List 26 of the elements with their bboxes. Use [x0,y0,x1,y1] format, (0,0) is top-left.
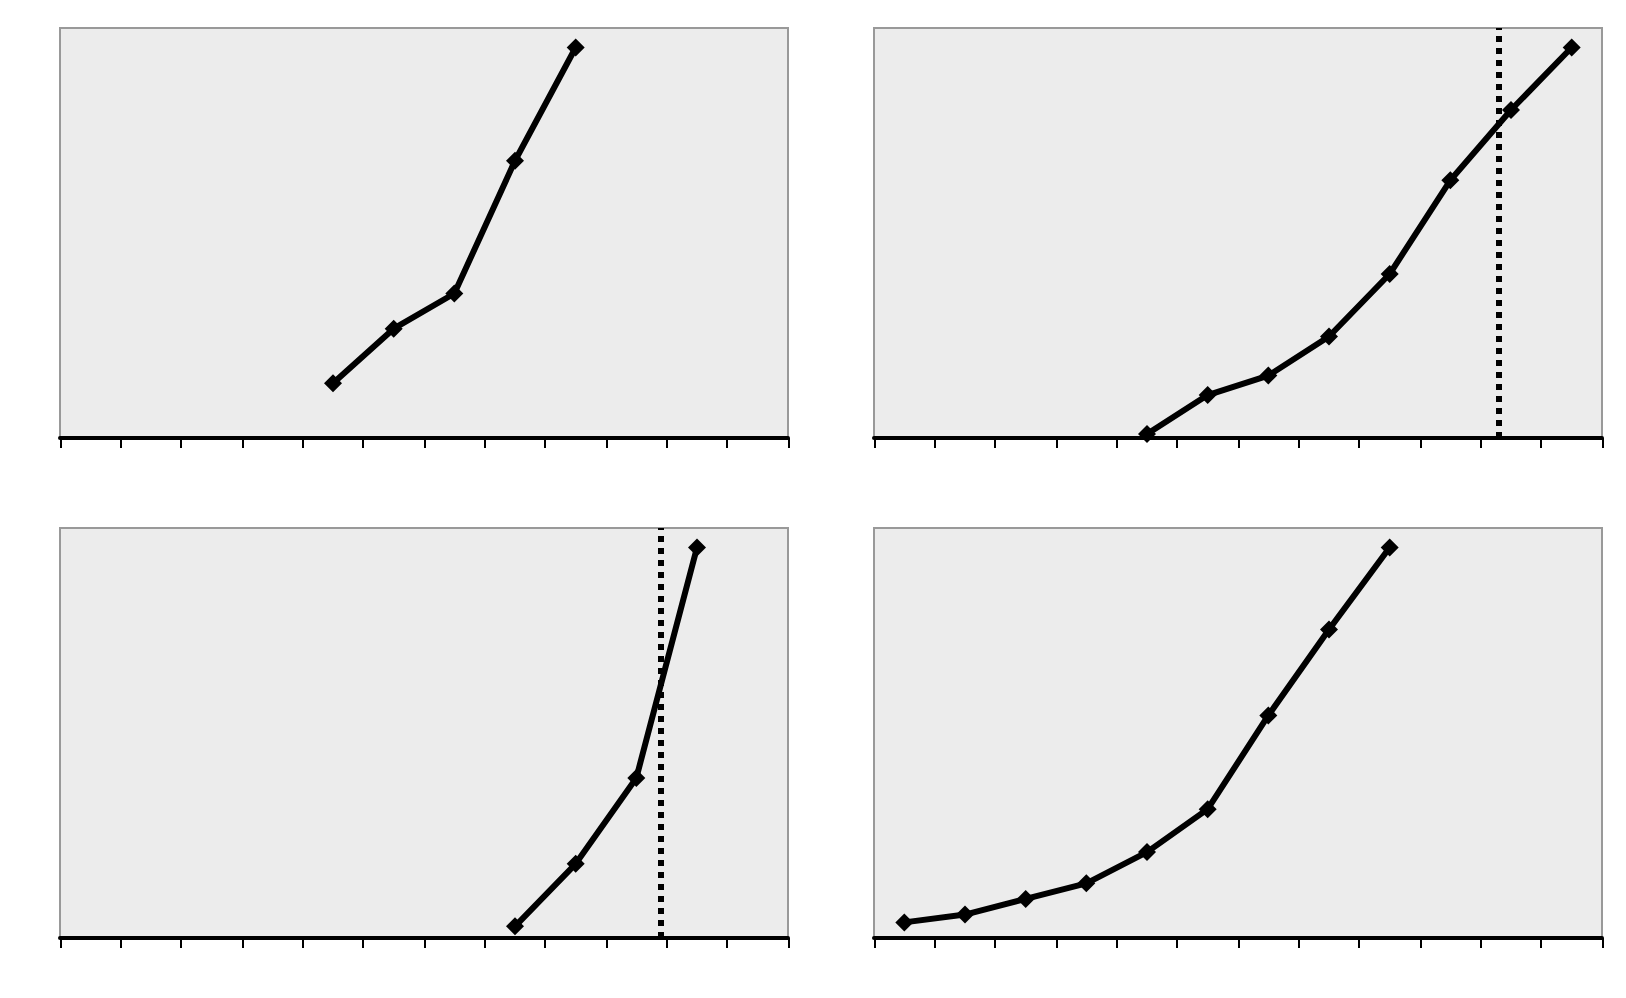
point [1380,538,1399,557]
point [1138,425,1156,444]
point [1562,38,1581,57]
point [566,38,585,57]
point [1320,327,1338,346]
point [324,374,342,393]
point [627,768,646,787]
point [384,319,403,338]
point [506,151,524,170]
point [895,913,914,932]
point [1138,843,1156,862]
point [1320,620,1338,639]
point [1077,874,1096,893]
point [1259,706,1278,725]
point [1502,101,1520,119]
point [1380,265,1399,283]
point [1259,366,1278,385]
point [1198,386,1217,405]
point [445,284,464,303]
point [1016,889,1035,908]
point [688,538,706,557]
point [1198,800,1217,819]
point [956,905,974,924]
point [506,917,524,936]
point [1441,171,1460,190]
point [566,854,585,873]
